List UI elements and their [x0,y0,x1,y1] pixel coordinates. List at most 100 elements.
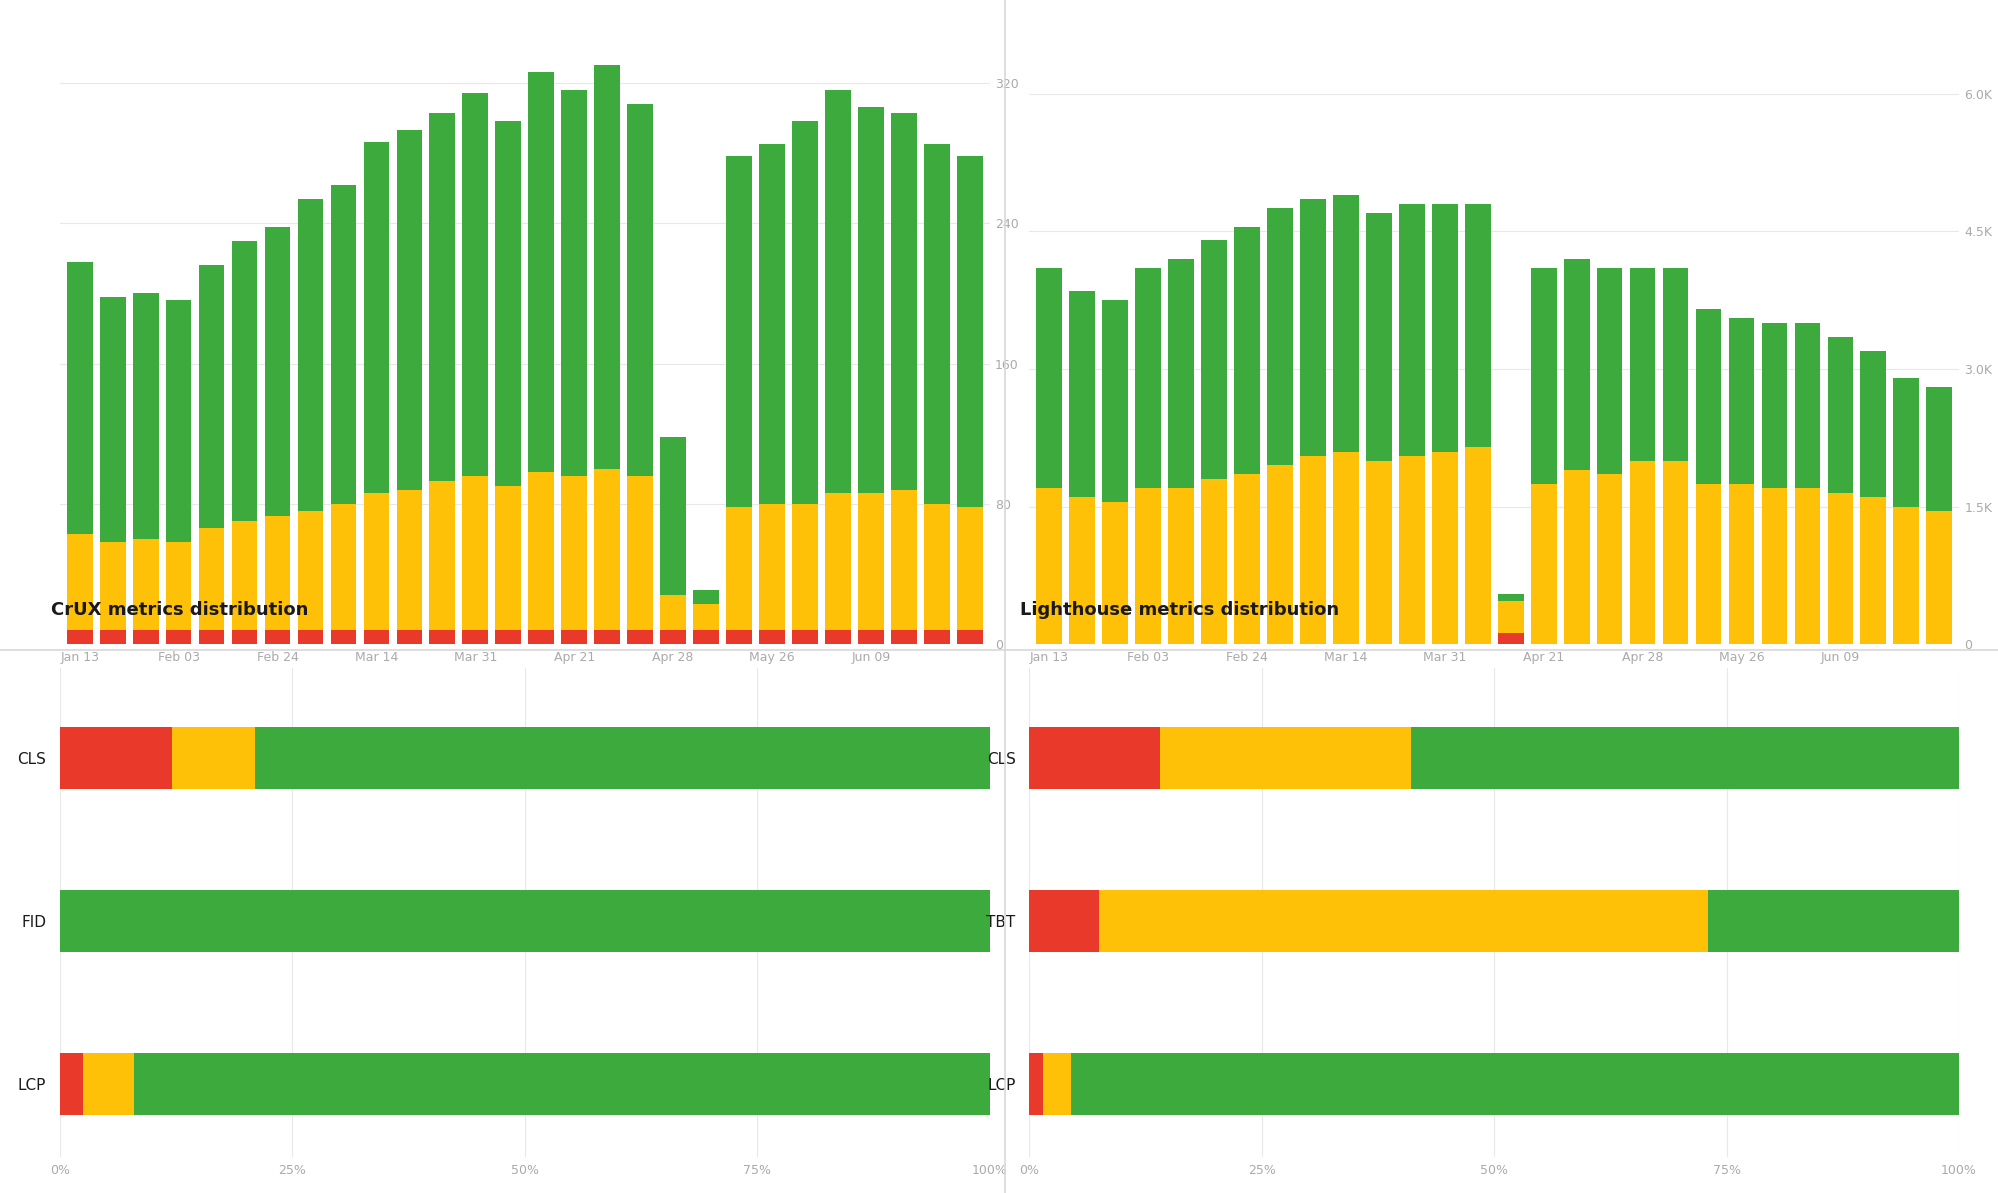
Bar [527,73,553,472]
Bar [693,589,719,604]
Bar [857,107,883,494]
Bar [561,89,587,476]
Bar [364,142,390,494]
Bar [1101,502,1127,644]
Legend: Poor, Needs improvement, Good: Poor, Needs improvement, Good [1035,711,1323,723]
Bar [957,630,983,644]
Bar [1431,204,1457,451]
Bar [198,630,224,644]
Bar [132,630,158,644]
Bar [462,630,488,644]
Bar [693,630,719,644]
Bar [1333,451,1359,644]
Bar [1596,268,1622,475]
Bar [1071,1053,1958,1114]
Bar [1267,209,1293,465]
Bar [593,630,619,644]
Bar [1497,601,1522,633]
Bar [232,241,258,521]
Text: CrUX metrics distribution: CrUX metrics distribution [50,601,308,619]
Bar [891,630,917,644]
Bar [100,630,126,644]
Bar [1826,493,1852,644]
Bar [857,630,883,644]
Bar [198,528,224,630]
Bar [1167,259,1193,488]
Bar [66,533,92,630]
Bar [1135,488,1161,644]
Bar [132,539,158,630]
Bar [759,630,785,644]
Bar [462,93,488,476]
Bar [593,469,619,630]
Bar [1399,204,1425,456]
Bar [264,227,290,517]
Bar [1035,268,1061,488]
Bar [1892,378,1918,507]
Bar [330,630,356,644]
Bar [1860,351,1886,497]
Bar [1299,199,1325,456]
Bar [1069,497,1095,644]
Bar [923,630,949,644]
Bar [1333,194,1359,451]
Bar [759,503,785,630]
Bar [134,1053,989,1114]
Bar [364,494,390,630]
Bar [1794,323,1820,488]
Bar [166,543,192,630]
Bar [627,476,653,630]
Bar [1043,1053,1071,1114]
Bar [857,494,883,630]
Bar [1926,511,1952,644]
Bar [1860,497,1886,644]
Bar [1892,507,1918,644]
Bar [527,472,553,630]
Bar [232,521,258,630]
Bar [1465,447,1491,644]
Bar [1069,291,1095,497]
Legend: Poor, Needs improvement, Good: Poor, Needs improvement, Good [66,711,354,723]
Bar [725,507,751,630]
Bar [396,490,422,630]
Bar [1365,212,1391,460]
Bar [132,293,158,539]
Bar [1530,483,1556,644]
Bar [462,476,488,630]
Bar [561,630,587,644]
Bar [396,130,422,490]
Bar [759,144,785,503]
Bar [1159,727,1411,789]
Bar [1760,323,1786,488]
Bar [693,604,719,630]
Bar [1035,488,1061,644]
Bar [1365,460,1391,644]
Bar [957,507,983,630]
Bar [825,494,851,630]
Bar [1399,456,1425,644]
Bar [496,487,521,630]
Bar [1029,1053,1043,1114]
Bar [1431,451,1457,644]
Bar [330,503,356,630]
Bar [66,630,92,644]
Bar [923,144,949,503]
Bar [1201,241,1227,480]
Bar [1728,319,1754,483]
Bar [232,630,258,644]
Bar [957,156,983,507]
Bar [1099,890,1706,952]
Bar [527,630,553,644]
Bar [1029,890,1099,952]
Bar [1662,268,1688,460]
Bar [1029,727,1159,789]
Bar [66,261,92,533]
Bar [1826,336,1852,493]
Bar [1562,470,1588,644]
Bar [1694,309,1720,483]
Bar [264,630,290,644]
Bar [1728,483,1754,644]
Bar [1233,227,1259,475]
Bar [1497,594,1522,601]
Bar [172,727,256,789]
